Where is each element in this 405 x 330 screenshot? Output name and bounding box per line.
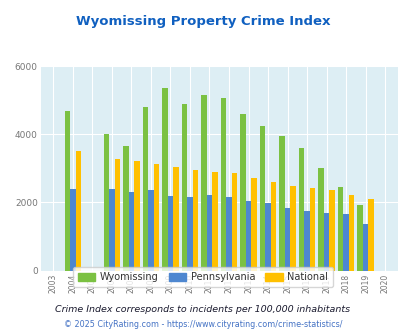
Bar <box>173 167 178 271</box>
Legend: Wyomissing, Pennsylvania, National: Wyomissing, Pennsylvania, National <box>72 268 333 287</box>
Bar <box>192 170 198 271</box>
Bar <box>231 174 237 271</box>
Bar <box>270 182 275 271</box>
Bar <box>259 126 264 271</box>
Bar <box>206 195 212 271</box>
Bar <box>245 201 251 271</box>
Text: © 2025 CityRating.com - https://www.cityrating.com/crime-statistics/: © 2025 CityRating.com - https://www.city… <box>64 319 341 329</box>
Bar <box>343 214 348 271</box>
Bar <box>226 197 231 271</box>
Text: Wyomissing Property Crime Index: Wyomissing Property Crime Index <box>76 15 329 28</box>
Bar <box>212 172 217 271</box>
Bar <box>64 111 70 271</box>
Bar <box>187 197 192 271</box>
Bar <box>367 199 373 271</box>
Bar <box>123 146 128 271</box>
Bar <box>134 161 139 271</box>
Text: Crime Index corresponds to incidents per 100,000 inhabitants: Crime Index corresponds to incidents per… <box>55 305 350 314</box>
Bar <box>348 195 354 271</box>
Bar <box>75 151 81 271</box>
Bar <box>128 192 134 271</box>
Bar <box>103 134 109 271</box>
Bar <box>162 88 167 271</box>
Bar <box>337 187 343 271</box>
Bar <box>290 186 295 271</box>
Bar <box>264 203 270 271</box>
Bar <box>148 190 153 271</box>
Bar <box>284 208 290 271</box>
Bar <box>318 168 323 271</box>
Bar <box>309 188 315 271</box>
Bar <box>323 213 328 271</box>
Bar <box>304 211 309 271</box>
Bar <box>153 164 159 271</box>
Bar <box>240 114 245 271</box>
Bar <box>356 205 362 271</box>
Bar <box>114 159 120 271</box>
Bar <box>251 178 256 271</box>
Bar <box>220 98 226 271</box>
Bar <box>109 189 114 271</box>
Bar <box>167 196 173 271</box>
Bar <box>181 104 187 271</box>
Bar <box>298 148 304 271</box>
Bar <box>142 107 148 271</box>
Bar <box>362 223 367 271</box>
Bar <box>279 136 284 271</box>
Bar <box>201 95 206 271</box>
Bar <box>70 189 75 271</box>
Bar <box>328 190 334 271</box>
